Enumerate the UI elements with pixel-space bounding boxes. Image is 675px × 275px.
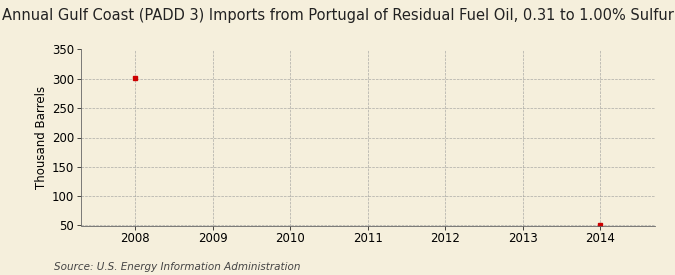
Text: Source: U.S. Energy Information Administration: Source: U.S. Energy Information Administ… (54, 262, 300, 272)
Text: Annual Gulf Coast (PADD 3) Imports from Portugal of Residual Fuel Oil, 0.31 to 1: Annual Gulf Coast (PADD 3) Imports from … (1, 8, 674, 23)
Y-axis label: Thousand Barrels: Thousand Barrels (34, 86, 48, 189)
